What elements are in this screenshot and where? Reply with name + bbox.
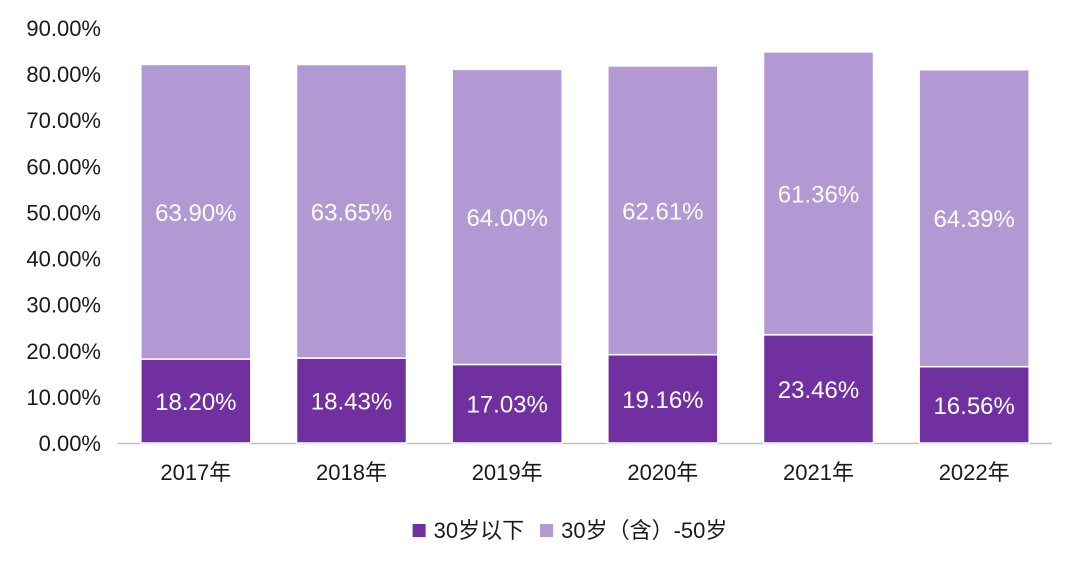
bar-segment-30-to-50 [918, 68, 1030, 368]
legend: 30岁以下 30岁（含）-50岁 [412, 518, 727, 543]
bar-segment-30-to-50 [140, 63, 252, 360]
y-tick-label: 50.00% [26, 200, 101, 225]
data-label: 18.43% [311, 389, 392, 416]
bar-segment-30-to-50 [762, 51, 875, 336]
y-tick-label: 30.00% [26, 293, 101, 318]
x-tick-label: 2017年 [160, 460, 231, 485]
x-axis: 2017年 2018年 2019年 2020年 2021年 2022年 [118, 442, 1052, 485]
y-tick-label: 40.00% [26, 247, 101, 272]
bar-segment-under-30 [607, 353, 719, 444]
y-tick-label: 0.00% [39, 431, 101, 456]
bar-segment-under-30 [918, 365, 1030, 444]
y-tick-label: 60.00% [26, 154, 101, 179]
bar-segment-under-30 [140, 358, 252, 444]
bars [140, 51, 1030, 444]
bar-segment-30-to-50 [295, 63, 408, 359]
data-label: 62.61% [622, 198, 703, 225]
data-label: 18.20% [155, 389, 236, 416]
y-tick-label: 20.00% [26, 339, 101, 364]
data-label: 64.00% [466, 205, 547, 232]
bar-segment-under-30 [762, 334, 875, 444]
data-labels: 18.20% 63.90% 18.43% 63.65% 17.03% 64.00% 19.1… [155, 181, 1015, 419]
x-tick-label: 2018年 [316, 460, 387, 485]
bar-segment-30-to-50 [451, 68, 563, 366]
data-label: 64.39% [933, 206, 1014, 233]
y-tick-label: 70.00% [26, 108, 101, 133]
legend-label: 30岁以下 [434, 518, 524, 543]
legend-item-30-to-50: 30岁（含）-50岁 [540, 518, 727, 543]
y-tick-label: 80.00% [26, 62, 101, 87]
x-tick-label: 2020年 [627, 460, 698, 485]
x-tick-label: 2021年 [783, 460, 854, 485]
x-tick-label: 2022年 [939, 460, 1010, 485]
data-label: 17.03% [466, 392, 547, 419]
data-label: 61.36% [778, 181, 859, 208]
legend-swatch [412, 524, 426, 537]
y-tick-label: 90.00% [26, 16, 101, 41]
data-label: 16.56% [933, 393, 1014, 420]
data-label: 19.16% [622, 387, 703, 414]
bar-segment-under-30 [451, 363, 563, 444]
y-tick-label: 10.00% [26, 385, 101, 410]
legend-item-under-30: 30岁以下 [412, 518, 524, 543]
data-label: 63.65% [311, 199, 392, 226]
bar-segment-30-to-50 [607, 65, 719, 356]
y-axis: 0.00% 10.00% 20.00% 30.00% 40.00% 50.00% 60.00… [26, 16, 101, 456]
data-label: 23.46% [778, 377, 859, 404]
legend-swatch [540, 524, 554, 537]
data-label: 63.90% [155, 200, 236, 227]
legend-label: 30岁（含）-50岁 [561, 518, 727, 543]
x-tick-label: 2019年 [472, 460, 543, 485]
